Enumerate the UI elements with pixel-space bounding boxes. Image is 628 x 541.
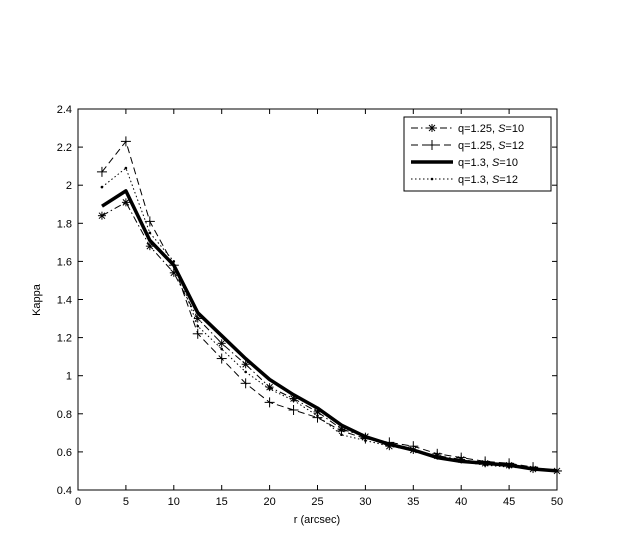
legend-label-part: S (492, 174, 500, 186)
series-4-marker (388, 444, 391, 448)
series-1 (97, 198, 561, 475)
y-tick-label: 0.6 (57, 447, 72, 459)
x-tick-label: 20 (263, 496, 275, 508)
legend-label-part: S (498, 123, 506, 135)
series-1-marker (218, 339, 226, 347)
legend-label-part: =12 (499, 174, 518, 186)
ticks-layer: 0 5 10 15 20 25 30 35 40 45 50 0.4 0.6 0.8 1 1.2 1.4 1.6 1… (57, 104, 563, 508)
series-4-marker (531, 467, 535, 471)
legend-label-part: q=1.3, (458, 157, 492, 169)
y-tick-label: 1 (66, 371, 72, 383)
x-tick-label: 45 (503, 496, 515, 508)
legend: q=1.25, S=10q=1.25, S=12q=1.3, S=10q=1.3… (403, 116, 552, 192)
y-tick-label: 1.8 (57, 218, 72, 230)
series-1-marker (122, 198, 130, 206)
series-4-marker (292, 399, 295, 402)
legend-label-4: q=1.3, S=12 (458, 174, 518, 186)
y-tick-label: 0.4 (57, 485, 72, 497)
series-4-marker (364, 439, 367, 442)
series-4-marker (340, 433, 343, 437)
y-tick-label: 1.4 (57, 295, 72, 307)
x-tick-label: 30 (359, 496, 371, 508)
y-tick-label: 2.2 (57, 142, 72, 154)
legend-label-part: q=1.25, (458, 140, 498, 152)
series-4-marker (316, 414, 319, 418)
series-1-marker (98, 212, 106, 220)
legend-label-part: =12 (505, 140, 524, 152)
y-tick-label: 1.6 (57, 256, 72, 268)
series-4-marker (412, 448, 415, 452)
series-1-marker (266, 383, 273, 391)
legend-label-3: q=1.3, S=10 (458, 157, 518, 169)
series-1-line (101, 201, 558, 472)
series-4-marker (483, 463, 487, 467)
legend-label-2: q=1.25, S=12 (458, 140, 524, 152)
legend-label-part: =10 (499, 157, 518, 169)
series-3 (101, 189, 558, 473)
legend-label-part: q=1.25, (458, 123, 498, 135)
series-2-line (101, 140, 558, 472)
series-4-marker (220, 347, 223, 351)
x-tick-label: 50 (551, 496, 563, 508)
series-3-line (101, 189, 558, 473)
y-tick-label: 1.2 (57, 333, 72, 345)
series-4-marker (196, 324, 200, 328)
series-4 (100, 166, 559, 473)
x-tick-label: 0 (75, 496, 81, 508)
y-tick-label: 0.8 (57, 409, 72, 421)
legend-marker-1 (428, 124, 436, 132)
series-4-marker (435, 456, 439, 459)
legend-marker-4 (430, 177, 434, 181)
x-tick-label: 35 (407, 496, 419, 508)
series-4-marker (244, 370, 247, 374)
series-4-marker (148, 231, 152, 235)
legend-label-part: q=1.3, (458, 174, 492, 186)
series-4-marker (172, 260, 176, 263)
x-tick-label: 25 (311, 496, 323, 508)
y-tick-label: 2 (66, 180, 72, 192)
x-tick-label: 10 (168, 496, 180, 508)
series-4-marker (268, 387, 271, 391)
legend-label-part: =10 (505, 123, 524, 135)
x-tick-label: 15 (216, 496, 228, 508)
legend-label-part: S (498, 140, 506, 152)
x-tick-label: 5 (123, 496, 129, 508)
legend-label-part: S (492, 157, 500, 169)
y-axis-label: Kappa (31, 283, 43, 316)
series-4-marker (507, 465, 511, 469)
legend-label-1: q=1.25, S=10 (458, 123, 524, 135)
series-4-marker (100, 185, 104, 189)
series-4-marker (124, 166, 128, 170)
series-4-marker (459, 460, 463, 463)
x-tick-label: 40 (455, 496, 467, 508)
y-tick-label: 2.4 (57, 104, 72, 116)
x-axis-label: r (arcsec) (294, 514, 340, 526)
series-4-line (101, 167, 558, 472)
